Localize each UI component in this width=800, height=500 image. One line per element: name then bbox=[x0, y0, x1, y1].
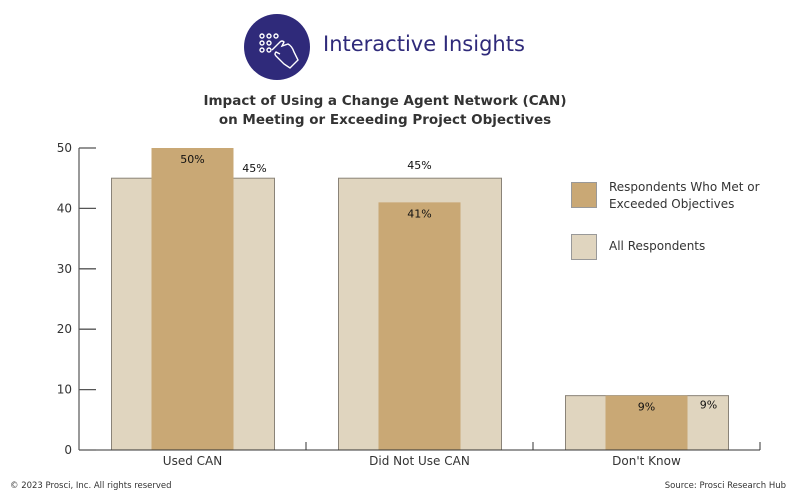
y-tick-label: 0 bbox=[64, 443, 72, 457]
data-label-all: 45% bbox=[242, 162, 266, 175]
chart-title-line-1: Impact of Using a Change Agent Network (… bbox=[203, 93, 567, 109]
legend-label-all: All Respondents bbox=[609, 239, 706, 253]
copyright: © 2023 Prosci, Inc. All rights reserved bbox=[10, 481, 172, 491]
logo bbox=[244, 14, 310, 80]
legend-swatch-met bbox=[571, 182, 597, 208]
y-tick-label: 10 bbox=[57, 383, 72, 397]
legend-label-met: Respondents Who Met or Exceeded Objectiv… bbox=[609, 180, 760, 211]
x-tick-label: Used CAN bbox=[163, 454, 222, 468]
bar-met-objectives bbox=[151, 148, 234, 450]
data-label-all: 45% bbox=[407, 159, 431, 172]
touch-hand-icon bbox=[259, 33, 299, 69]
y-tick-label: 20 bbox=[57, 322, 72, 336]
legend-swatch-all bbox=[571, 234, 597, 260]
data-label-all: 9% bbox=[700, 399, 717, 412]
data-label-met: 9% bbox=[638, 401, 655, 414]
data-label-met: 41% bbox=[407, 207, 431, 220]
brand-title: Interactive Insights bbox=[323, 32, 525, 56]
bar-met-objectives bbox=[378, 202, 461, 450]
y-tick-label: 30 bbox=[57, 262, 72, 276]
x-tick-label: Don't Know bbox=[612, 454, 681, 468]
chart-title-line-2: on Meeting or Exceeding Project Objectiv… bbox=[218, 112, 552, 128]
y-tick-label: 50 bbox=[57, 141, 72, 155]
y-tick-label: 40 bbox=[57, 201, 72, 215]
source-note: Source: Prosci Research Hub bbox=[664, 481, 786, 491]
x-tick-label: Did Not Use CAN bbox=[369, 454, 470, 468]
data-label-met: 50% bbox=[180, 153, 204, 166]
bar-met-objectives bbox=[605, 395, 688, 450]
